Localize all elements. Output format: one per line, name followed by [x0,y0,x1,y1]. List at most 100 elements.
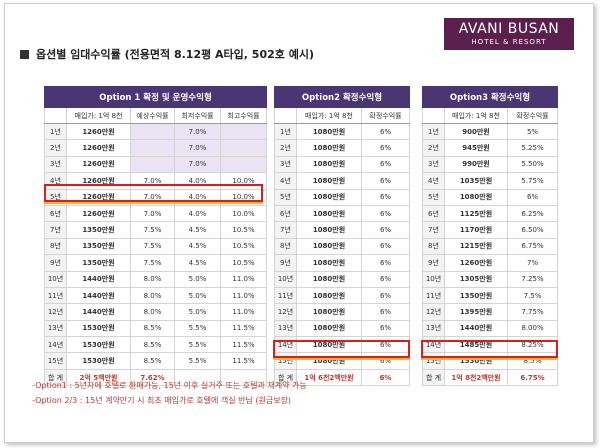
min-cell: 4.5% [174,254,221,272]
table-row: 2년 1260만원 7.0% [44,139,268,157]
amt-cell: 1350만원 [66,221,131,239]
amt-cell: 1080만원 [296,336,362,354]
rate-cell: 6% [360,303,411,321]
table-row: 6년 1080만원 6% [274,204,411,223]
exp-cell: 7.0% [130,204,175,223]
table-row: 9년 1350만원 7.5% 4.5% 10.5% [44,254,268,272]
max-cell: 11.5% [219,319,268,338]
exp-cell: 8.0% [130,270,175,288]
year-cell: 4년 [44,172,67,190]
column-header: 확정수익률 [506,107,559,124]
year-cell: 15년 [274,352,297,370]
amt-cell: 1080만원 [296,139,362,157]
rate-cell: 7.5% [506,286,559,305]
rate-cell: 6% [360,172,411,190]
year-cell: 7년 [44,221,67,239]
total-label-cell: 합 계 [274,368,297,387]
table-row: 8년 1350만원 7.5% 4.5% 10.5% [44,237,268,256]
rate-cell: 5.25% [506,139,559,157]
logo-subtitle: HOTEL & RESORT [471,38,547,46]
table-row: 12년 1440만원 8.0% 5.0% 11.0% [44,303,268,321]
table-header-row: 매입가: 1억 8천 확정수익률 [422,107,559,124]
amt-cell: 1260만원 [66,172,131,190]
rate-cell: 6% [360,336,411,354]
column-header: 매입가: 1억 8천 [296,107,362,124]
max-cell [219,139,268,157]
year-cell: 1년 [422,122,445,141]
exp-cell [130,122,175,141]
exp-cell: 7.5% [130,221,175,239]
amt-cell: 1440만원 [66,286,131,305]
rate-cell: 6% [360,254,411,272]
max-cell: 11.0% [219,286,268,305]
amt-cell: 1080만원 [296,270,362,288]
exp-cell: 7.5% [130,254,175,272]
year-cell: 10년 [422,270,445,288]
table-row: 3년 1260만원 7.0% [44,155,268,174]
amt-cell: 1125만원 [444,204,508,223]
year-cell: 9년 [422,254,445,272]
table-total-row: 합 계 2억 5백만원 7.62% [44,368,268,387]
table-row: 13년 1440만원 8.00% [422,319,559,338]
rate-cell: 6.25% [506,204,559,223]
year-cell: 12년 [274,303,297,321]
table-row: 1년 900만원 5% [422,122,559,141]
table-row: 15년 1530만원 8.5% [422,352,559,370]
total-max-cell [219,368,268,387]
table-title-row: Option 1 확정 및 운영수익형 [43,86,268,108]
note-option23: -Option 2/3 : 15년 계약만기 시 최초 매입가로 호텔에 객실 … [32,396,292,405]
note-option1: -Option1 : 5년차에 호텔로 환매가능, 15년 이후 실거주 또는 … [32,381,307,390]
year-cell: 10년 [44,270,67,288]
amt-cell: 1080만원 [296,188,362,206]
table-title-row: Option3 확정수익형 [421,86,559,108]
year-cell: 10년 [274,270,297,288]
total-amt-cell: 1억 8천2백만원 [444,368,508,387]
table-row: 14년 1485만원 8.25% [422,336,559,354]
amt-cell: 1260만원 [444,254,508,272]
rate-cell: 6% [506,188,559,206]
year-cell: 13년 [44,319,67,338]
min-cell: 7.0% [174,122,221,141]
exp-cell: 7.5% [130,237,175,256]
column-header: 예상수익률 [130,107,175,124]
option2-table: Option2 확정수익형 매입가: 1억 8천 확정수익률 1년 1080만원 6% 2년… [273,86,411,387]
exp-cell: 8.5% [130,352,175,370]
year-cell: 8년 [422,237,445,256]
rate-cell: 5.50% [506,155,559,174]
amt-cell: 1485만원 [444,336,508,354]
year-cell: 3년 [44,155,67,174]
rate-cell: 8.00% [506,319,559,338]
year-cell: 7년 [274,221,297,239]
year-cell: 11년 [422,286,445,305]
min-cell: 4.0% [174,204,221,223]
logo-name: AVANI BUSAN [458,21,560,37]
notes: -Option1 : 5년차에 호텔로 환매가능, 15년 이후 실거주 또는 … [32,378,307,408]
year-cell: 5년 [274,188,297,206]
table-row: 5년 1260만원 7.0% 4.0% 10.0% [44,188,268,206]
year-cell: 4년 [422,172,445,190]
amt-cell: 1080만원 [296,254,362,272]
table-row: 14년 1080만원 6% [274,336,411,354]
table-row: 2년 945만원 5.25% [422,139,559,157]
table-row: 9년 1080만원 6% [274,254,411,272]
amt-cell: 1170만원 [444,221,508,239]
exp-cell: 8.5% [130,319,175,338]
table-row: 12년 1080만원 6% [274,303,411,321]
amt-cell: 1260만원 [66,122,131,141]
option3-table: Option3 확정수익형 매입가: 1억 8천 확정수익률 1년 900만원 5% 2년 9… [421,86,559,387]
year-cell: 13년 [274,319,297,338]
year-cell: 15년 [422,352,445,370]
rate-cell: 5.75% [506,172,559,190]
year-cell: 4년 [274,172,297,190]
rate-cell: 8.5% [506,352,559,370]
amt-cell: 945만원 [444,139,508,157]
amt-cell: 1305만원 [444,270,508,288]
amt-cell: 1080만원 [296,319,362,338]
amt-cell: 1215만원 [444,237,508,256]
min-cell: 4.0% [174,188,221,206]
year-cell: 11년 [274,286,297,305]
rate-cell: 6% [360,319,411,338]
amt-cell: 900만원 [444,122,508,141]
amt-cell: 1080만원 [296,221,362,239]
table-row: 10년 1440만원 8.0% 5.0% 11.0% [44,270,268,288]
